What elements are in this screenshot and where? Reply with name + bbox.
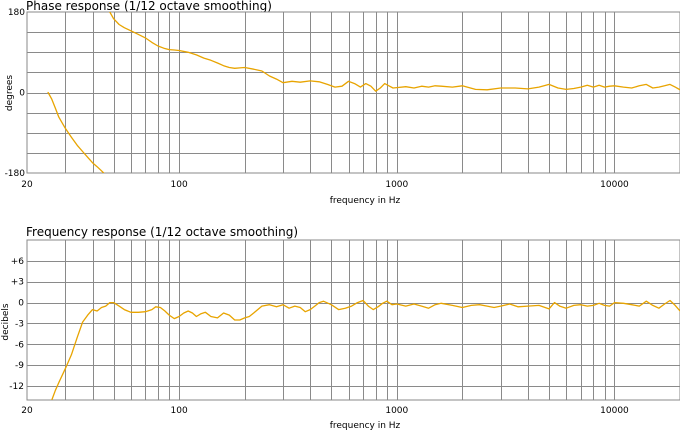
frequency-grid (27, 240, 680, 400)
phase-y-tick-label: 180 (8, 8, 25, 18)
phase-x-ticks: 20 100 1000 10000 (21, 180, 629, 190)
frequency-y-tick-label: -3 (15, 319, 24, 329)
phase-x-tick-label: 20 (21, 180, 33, 190)
frequency-plot-frame (26, 239, 680, 401)
phase-x-tick-label: 1000 (385, 180, 408, 190)
frequency-response-line (51, 299, 680, 400)
phase-chart-title: Phase response (1/12 octave smoothing) (26, 0, 272, 13)
frequency-y-axis-label: decibels (1, 303, 11, 340)
frequency-y-tick-label: +3 (11, 278, 24, 288)
frequency-x-tick-label: 100 (171, 406, 188, 416)
frequency-y-tick-label: 0 (18, 299, 24, 309)
frequency-chart-title: Frequency response (1/12 octave smoothin… (26, 225, 298, 239)
frequency-y-tick-label: -6 (15, 340, 24, 350)
frequency-y-tick-label: -12 (9, 382, 24, 392)
phase-y-tick-label: 0 (19, 89, 25, 99)
frequency-response-chart: Frequency response (1/12 octave smoothin… (1, 225, 680, 430)
phase-x-axis-label: frequency in Hz (330, 196, 401, 206)
frequency-x-tick-label: 1000 (385, 406, 408, 416)
frequency-y-ticks: +6 +3 0 -3 -6 -9 -12 (9, 257, 24, 392)
phase-grid (27, 12, 680, 173)
frequency-x-tick-label: 20 (21, 406, 33, 416)
phase-y-axis-label: degrees (5, 75, 15, 112)
phase-x-tick-label: 10000 (600, 180, 629, 190)
frequency-curve-group (51, 299, 680, 400)
phase-y-tick-label: -180 (5, 169, 26, 179)
frequency-y-tick-label: +6 (11, 257, 25, 267)
frequency-y-tick-label: -9 (15, 361, 24, 371)
frequency-x-tick-label: 10000 (600, 406, 629, 416)
phase-curve-group (47, 12, 680, 173)
phase-plot-frame (26, 11, 680, 174)
phase-response-line (47, 91, 105, 173)
phase-response-chart: Phase response (1/12 octave smoothing) 1… (5, 0, 680, 206)
frequency-x-axis-label: frequency in Hz (330, 421, 401, 430)
phase-y-ticks: 180 0 -180 (5, 8, 26, 179)
frequency-x-ticks: 20 100 1000 10000 (21, 406, 629, 416)
phase-response-line (109, 12, 680, 92)
phase-x-tick-label: 100 (171, 180, 188, 190)
